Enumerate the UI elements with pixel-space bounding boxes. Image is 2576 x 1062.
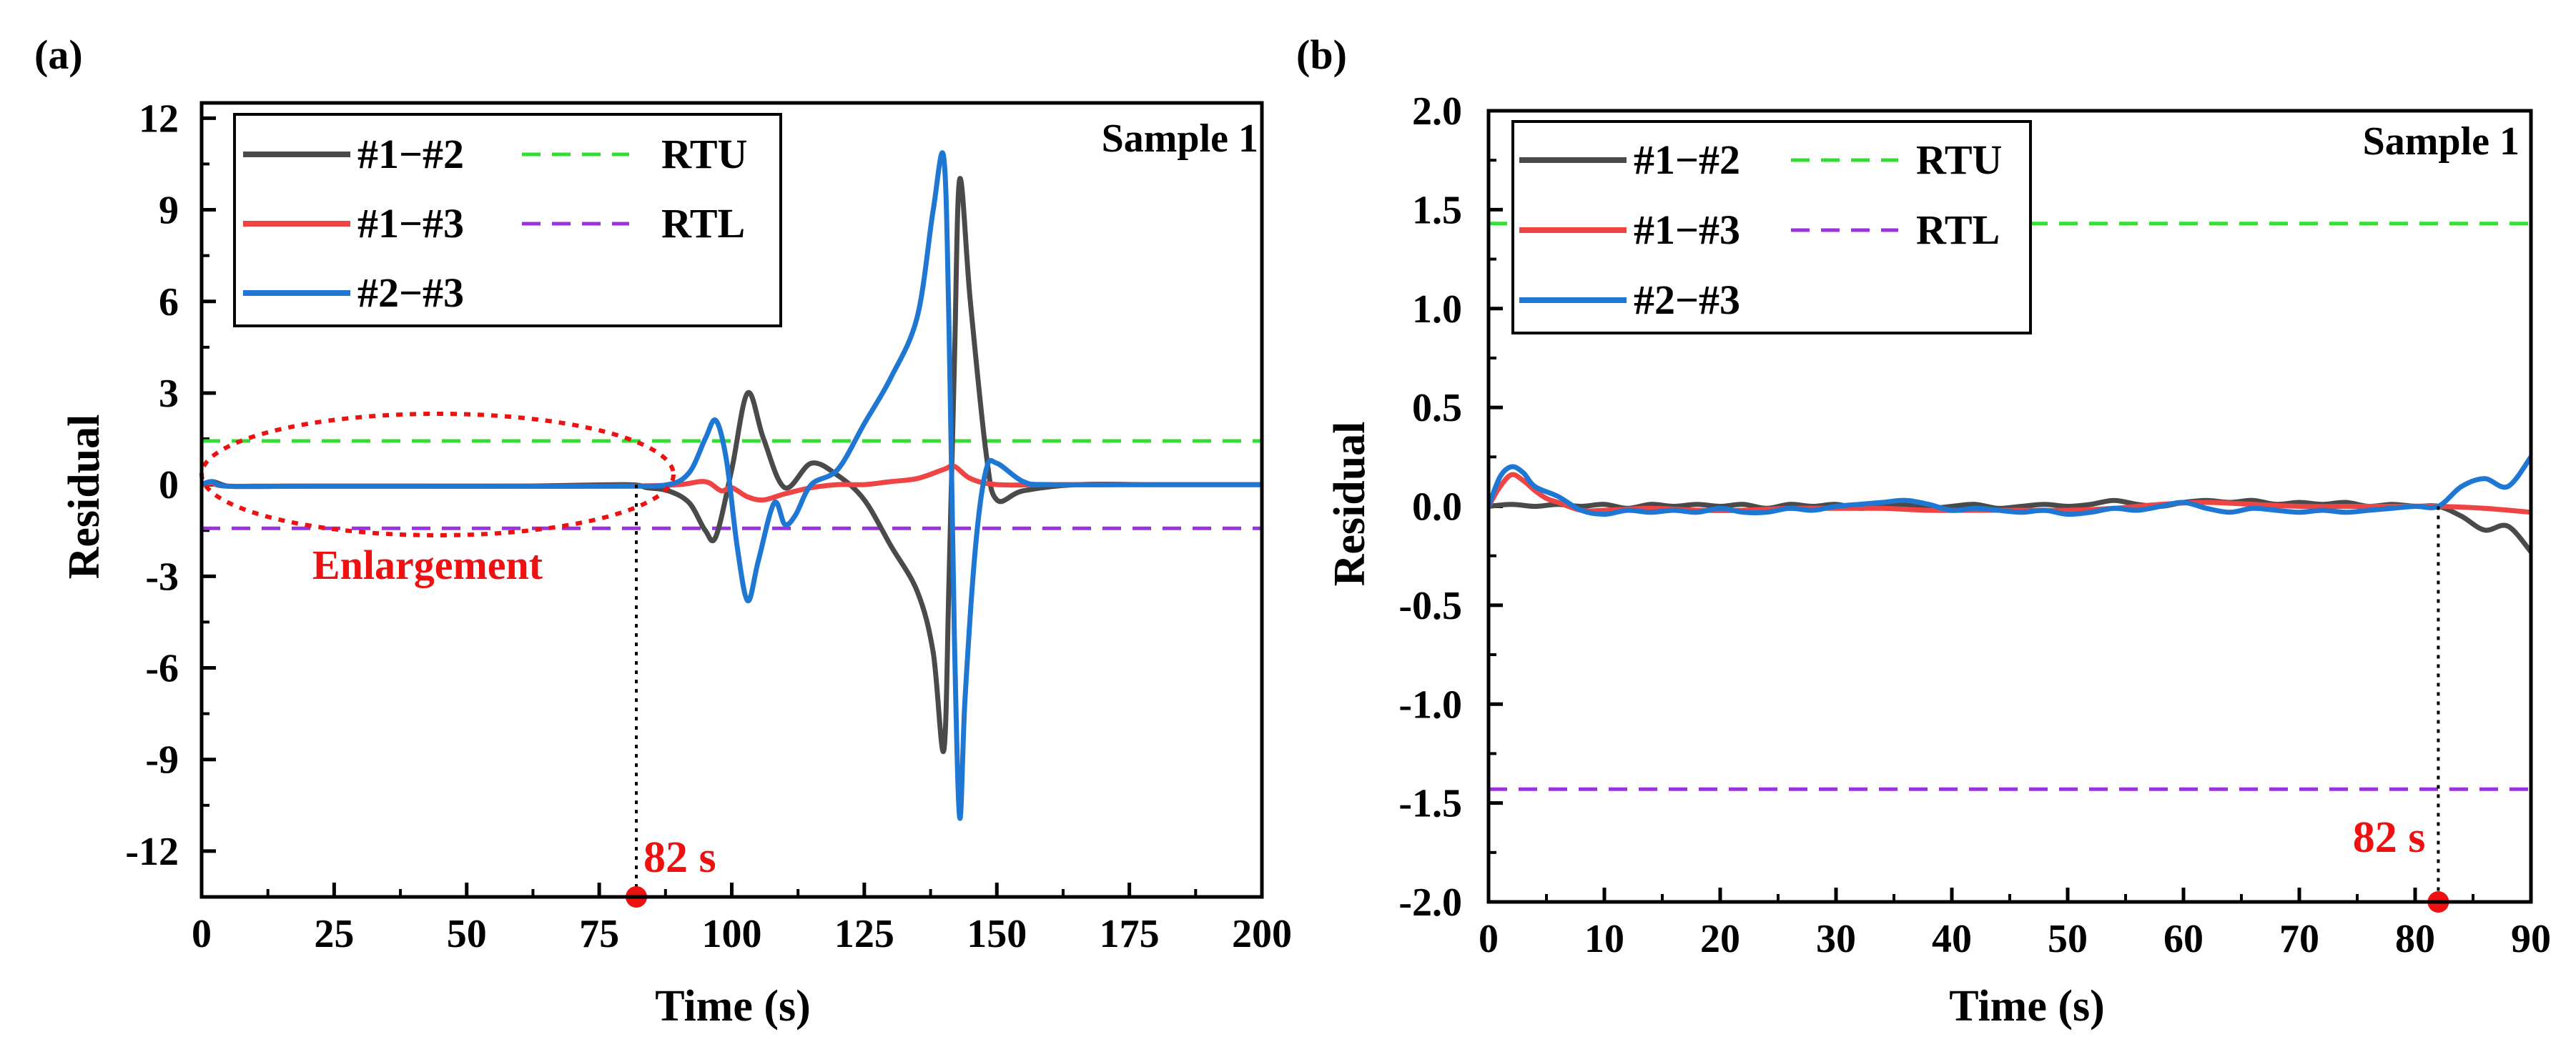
panel-b-y-tick-label: 0.0: [1412, 485, 1462, 530]
panel-b-plot-frame: [1486, 109, 2533, 904]
panel-a-x-tick-label: 0: [192, 912, 212, 956]
panel-a: (a) Sample 1 Time (s) Residual 0 25 50 75 10…: [34, 31, 1292, 1031]
panel-b-x-tick-label: 80: [2395, 917, 2435, 961]
panel-a-x-axis-label: Time (s): [655, 982, 811, 1031]
panel-b-legend: #1−#2 RTU #1−#3 RTL #2−#3: [1511, 120, 2032, 334]
panel-a-y-axis-label: Residual: [60, 415, 109, 580]
panel-a-plot-content: [202, 150, 1262, 821]
panel-b-x-tick-label: 90: [2511, 917, 2551, 961]
panel-a-82s-marker-label: 82 s: [643, 833, 716, 882]
panel-b-x-tick-label: 10: [1584, 917, 1624, 961]
panel-a-y-tick-label: 12: [139, 96, 179, 141]
panel-a-x-tick-label: 75: [579, 912, 619, 956]
panel-b-label: (b): [1296, 31, 1347, 78]
panel-a-x-tick-label: 50: [447, 912, 487, 956]
panel-a-y-tick-label: -6: [145, 647, 179, 691]
panel-b-y-tick-label: -0.5: [1398, 584, 1462, 628]
panel-b: (b) Sample 1 Time (s) Residual 0 10 20 30 40…: [1296, 31, 2551, 1031]
panel-b-x-tick-label: 30: [1816, 917, 1856, 961]
panel-a-sample-label: Sample 1: [1102, 116, 1258, 161]
panel-b-series-line-2: [1489, 472, 2531, 515]
panel-a-legend: #1−#2 RTU #1−#3 RTL #2−#3: [233, 113, 782, 327]
panel-b-y-ticks: 2.0 1.5 1.0 0.5 0.0 -0.5 -1.0 -1.5 -2.0: [1398, 89, 1503, 925]
panel-a-y-tick-label: 0: [159, 463, 179, 507]
panel-a-series-group: [202, 150, 1262, 821]
panel-a-legend-box: [233, 113, 782, 327]
panel-a-legend-label-rtl: RTL: [661, 200, 745, 247]
panel-b-y-tick-label: 1.5: [1412, 188, 1462, 232]
panel-a-x-tick-label: 25: [314, 912, 354, 956]
panel-b-legend-label-1-2: #1−#2: [1634, 137, 1740, 183]
panel-b-x-tick-label: 40: [1932, 917, 1972, 961]
panel-b-x-axis-label: Time (s): [1949, 982, 2105, 1031]
panel-b-x-tick-label: 60: [2163, 917, 2204, 961]
panel-b-y-tick-label: -1.0: [1398, 683, 1462, 727]
panel-b-series-line-3: [1489, 454, 2531, 517]
panel-a-y-tick-label: -12: [125, 830, 179, 874]
panel-b-y-tick-label: 1.0: [1412, 287, 1462, 332]
panel-a-y-tick-label: -9: [145, 738, 179, 783]
panel-a-enlargement-ellipse: [199, 412, 676, 537]
panel-a-y-tick-label: 3: [159, 372, 179, 416]
panel-a-x-tick-label: 100: [702, 912, 762, 956]
panel-b-x-tick-label: 20: [1700, 917, 1740, 961]
panel-b-y-tick-label: -1.5: [1398, 782, 1462, 826]
panel-b-x-ticks: 0 10 20 30 40 50 60 70 80 90: [1479, 888, 2551, 961]
panel-b-series-group: [1489, 454, 2531, 555]
panel-a-y-tick-label: 6: [159, 280, 179, 324]
panel-a-x-tick-label: 150: [967, 912, 1027, 956]
panel-b-x-tick-label: 70: [2279, 917, 2319, 961]
panel-a-legend-label-1-3: #1−#3: [357, 200, 464, 247]
panel-a-y-tick-label: -3: [145, 555, 179, 599]
panel-b-legend-label-1-3: #1−#3: [1634, 207, 1740, 253]
panel-b-x-tick-label: 50: [2048, 917, 2088, 961]
panel-b-legend-label-2-3: #2−#3: [1634, 277, 1740, 323]
panel-a-legend-label-2-3: #2−#3: [357, 269, 464, 316]
panel-a-legend-label-rtu: RTU: [661, 131, 747, 177]
panel-b-82s-marker-label: 82 s: [2353, 813, 2426, 862]
panel-a-x-ticks: 0 25 50 75 100 125 150 175 200: [192, 883, 1292, 956]
panel-a-y-tick-label: 9: [159, 189, 179, 233]
panel-a-label: (a): [34, 31, 83, 78]
panel-b-y-tick-label: 0.5: [1412, 386, 1462, 430]
panel-b-y-axis-label: Residual: [1326, 422, 1374, 587]
panel-b-y-tick-label: -2.0: [1398, 880, 1462, 925]
panel-b-x-tick-label: 0: [1479, 917, 1499, 961]
panel-b-legend-label-rtu: RTU: [1916, 137, 2002, 183]
panel-b-sample-label: Sample 1: [2363, 119, 2520, 164]
panel-a-enlargement-label: Enlargement: [312, 542, 543, 588]
panel-b-y-tick-label: 2.0: [1412, 89, 1462, 134]
panel-a-x-tick-label: 200: [1232, 912, 1292, 956]
panel-a-legend-label-1-2: #1−#2: [357, 131, 464, 177]
panel-a-series-line-3: [202, 150, 1262, 821]
panel-a-x-tick-label: 125: [834, 912, 894, 956]
panel-b-legend-label-rtl: RTL: [1916, 207, 2000, 253]
panel-a-y-ticks: 12 9 6 3 0 -3 -6 -9 -12: [125, 96, 216, 874]
panel-a-plot-frame: [199, 101, 1264, 899]
panel-a-x-tick-label: 175: [1100, 912, 1160, 956]
